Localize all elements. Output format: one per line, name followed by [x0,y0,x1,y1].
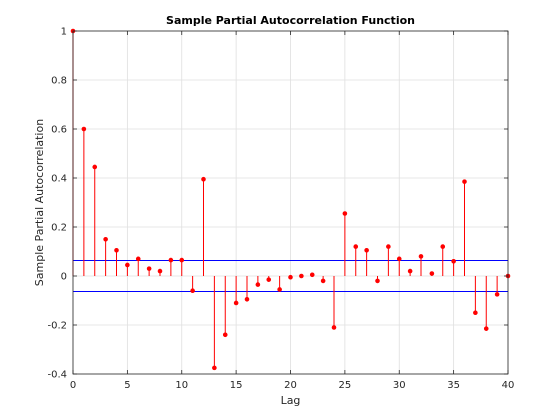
y-tick-label: 0.8 [51,76,67,87]
stem-marker [114,247,119,253]
stem-marker [81,126,87,132]
stem-marker [157,268,163,274]
stem-marker [320,278,326,284]
stem-marker [462,179,467,184]
confidence-bounds [73,260,508,292]
stem-marker [266,277,272,282]
y-tick-label: 0 [61,272,67,283]
x-tick-label: 35 [447,380,460,391]
stem-marker [212,365,217,371]
stem-marker [494,292,500,297]
stem-marker [135,256,141,262]
x-tick-label: 5 [124,380,130,391]
x-tick-label: 0 [70,380,76,391]
y-tick-label: 1 [61,27,67,38]
stem-marker [222,332,228,338]
y-tick-label: -0.4 [47,370,67,381]
stem-marker [342,211,348,216]
stem-marker [103,236,108,242]
stem-marker [309,272,315,278]
stem-marker [299,273,304,279]
x-tick-label: 30 [393,380,406,391]
stem-marker [201,176,206,182]
stem-marker [375,278,380,284]
stem-marker [331,325,337,330]
stem-marker [168,257,174,263]
stem-marker [179,257,185,263]
x-tick-labels: 0 5 10 15 20 25 30 35 40 [70,380,515,391]
stem-marker [190,288,195,294]
stem-marker [125,262,130,268]
stem-marker [451,258,456,264]
x-tick-label: 15 [230,380,243,391]
stem-marker [244,296,250,302]
x-axis-label: Lag [281,394,301,407]
stem-marker [353,244,359,249]
y-tick-label: -0.2 [47,321,67,332]
stem-marker [396,256,402,262]
y-tick-labels: -0.4 -0.2 0 0.2 0.4 0.6 0.8 1 [47,27,67,381]
x-tick-label: 10 [175,380,188,391]
stem-marker [92,164,98,170]
chart-title: Sample Partial Autocorrelation Function [166,14,415,27]
stem-marker [473,310,478,316]
y-tick-label: 0.2 [51,223,67,234]
stem-marker [429,271,435,276]
axes [72,30,509,375]
x-tick-label: 40 [502,380,515,391]
y-tick-label: 0.6 [51,125,67,136]
x-tick-label: 20 [284,380,297,391]
stem-marker [483,326,489,331]
y-tick-label: 0.4 [51,174,67,185]
stem-marker [255,282,261,287]
stem-marker [277,287,282,292]
x-tick-label: 25 [339,380,352,391]
stem-marker [386,244,391,249]
stem-marker [288,274,293,280]
stem-marker [440,244,446,249]
stem-marker [146,266,152,271]
stem-marker [407,268,413,274]
stem-marker [233,300,239,306]
y-axis-label: Sample Partial Autocorrelation [33,119,46,286]
stem-marker [364,247,369,253]
stem-marker [418,254,424,259]
